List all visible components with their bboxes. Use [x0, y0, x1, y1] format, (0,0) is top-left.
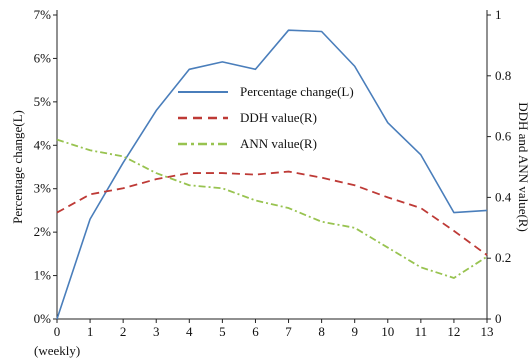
series-line-ddh-value-r — [56, 170, 488, 256]
right-axis-title: DDH and ANN value(R) — [516, 102, 531, 232]
x-tick-label: 8 — [318, 324, 325, 339]
legend-label: Percentage change(L) — [240, 84, 354, 99]
x-tick-label: 10 — [381, 324, 394, 339]
right-tick-label: 0.8 — [495, 68, 511, 83]
left-tick-label: 5% — [34, 94, 52, 109]
legend-label: DDH value(R) — [240, 110, 317, 125]
left-tick-label: 4% — [34, 137, 52, 152]
series-lines — [56, 29, 488, 320]
x-tick-label: 7 — [285, 324, 292, 339]
x-tick-label: 5 — [219, 324, 226, 339]
right-tick-label: 0.2 — [495, 250, 511, 265]
left-tick-label: 2% — [34, 224, 52, 239]
right-tick-label: 0.6 — [495, 129, 512, 144]
x-tick-label: 4 — [186, 324, 193, 339]
right-tick-label: 0 — [495, 311, 502, 326]
x-axis-title: (weekly) — [34, 343, 80, 358]
left-tick-label: 1% — [34, 268, 52, 283]
x-tick-label: 6 — [252, 324, 259, 339]
right-tick-label: 0.4 — [495, 189, 512, 204]
series-line-percentage-change-l — [56, 29, 488, 320]
x-tick-label: 0 — [54, 324, 61, 339]
left-tick-label: 6% — [34, 50, 52, 65]
series-line-ann-value-r — [56, 138, 488, 279]
x-tick-label: 13 — [481, 324, 494, 339]
left-tick-label: 0% — [34, 311, 52, 326]
right-tick-labels: 0 0.2 0.4 0.6 0.8 1 — [487, 7, 512, 326]
left-axis-title: Percentage change(L) — [10, 110, 25, 224]
right-tick-label: 1 — [495, 7, 502, 22]
legend: Percentage change(L) DDH value(R) ANN valu… — [178, 84, 354, 151]
legend-label: ANN value(R) — [240, 136, 317, 151]
left-tick-labels: 0% 1% 2% 3% 4% 5% 6% 7% — [34, 7, 57, 326]
x-tick-label: 3 — [153, 324, 160, 339]
x-tick-label: 11 — [415, 324, 428, 339]
x-tick-label: 12 — [447, 324, 460, 339]
x-tick-label: 9 — [351, 324, 358, 339]
left-tick-label: 3% — [34, 181, 52, 196]
x-tick-label: 2 — [120, 324, 127, 339]
x-tick-labels: 0 1 2 3 4 5 6 7 8 9 10 11 12 13 — [54, 319, 494, 339]
x-tick-label: 1 — [87, 324, 94, 339]
left-tick-label: 7% — [34, 7, 52, 22]
